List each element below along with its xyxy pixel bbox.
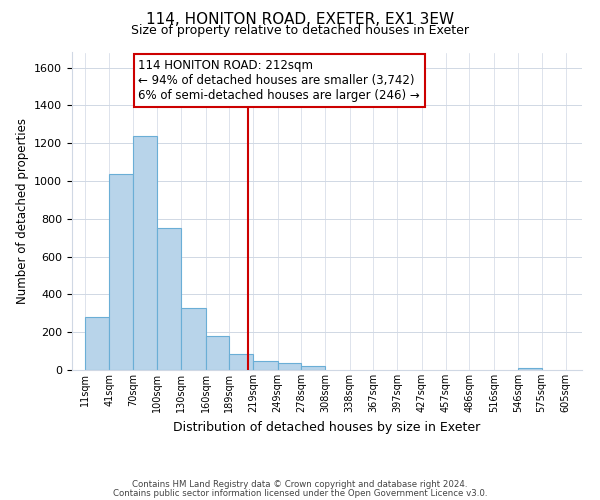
Bar bbox=[206, 336, 229, 370]
Bar bbox=[518, 368, 542, 370]
Bar bbox=[109, 174, 133, 370]
Text: 114, HONITON ROAD, EXETER, EX1 3EW: 114, HONITON ROAD, EXETER, EX1 3EW bbox=[146, 12, 454, 28]
Bar bbox=[133, 136, 157, 370]
Text: 114 HONITON ROAD: 212sqm
← 94% of detached houses are smaller (3,742)
6% of semi: 114 HONITON ROAD: 212sqm ← 94% of detach… bbox=[139, 59, 420, 102]
Bar bbox=[85, 317, 109, 370]
Bar bbox=[181, 308, 206, 370]
Bar bbox=[301, 366, 325, 370]
Bar bbox=[229, 354, 253, 370]
Text: Contains public sector information licensed under the Open Government Licence v3: Contains public sector information licen… bbox=[113, 488, 487, 498]
Bar bbox=[157, 228, 181, 370]
Text: Contains HM Land Registry data © Crown copyright and database right 2024.: Contains HM Land Registry data © Crown c… bbox=[132, 480, 468, 489]
X-axis label: Distribution of detached houses by size in Exeter: Distribution of detached houses by size … bbox=[173, 420, 481, 434]
Bar bbox=[278, 363, 301, 370]
Bar bbox=[253, 360, 278, 370]
Y-axis label: Number of detached properties: Number of detached properties bbox=[16, 118, 29, 304]
Text: Size of property relative to detached houses in Exeter: Size of property relative to detached ho… bbox=[131, 24, 469, 37]
